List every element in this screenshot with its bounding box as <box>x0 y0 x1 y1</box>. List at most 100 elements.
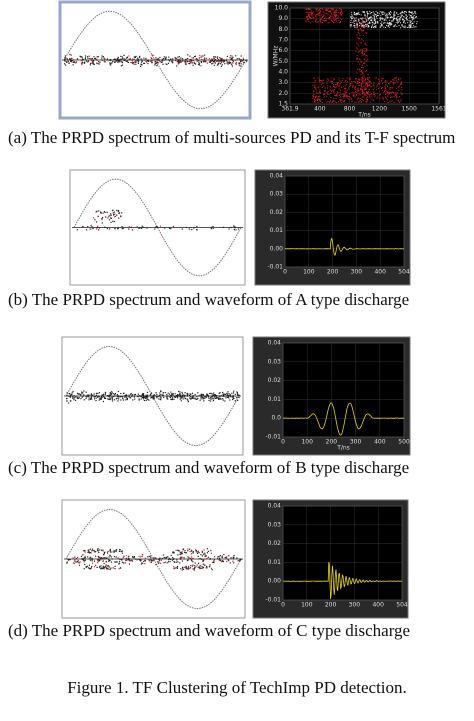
y-tick-label: 0.03 <box>270 191 284 198</box>
tf-point <box>389 92 391 94</box>
pd-pulse <box>144 397 146 399</box>
pd-pulse <box>167 62 169 64</box>
tf-point <box>393 102 395 103</box>
pd-pulse <box>173 568 175 570</box>
tf-point <box>311 13 312 15</box>
tf-point <box>357 98 359 100</box>
tf-point <box>386 91 388 93</box>
tf-point <box>353 94 355 96</box>
tf-point <box>307 11 309 13</box>
tf-point <box>340 11 342 13</box>
tf-point <box>363 62 365 64</box>
pd-pulse <box>179 391 181 393</box>
pd-pulse <box>151 59 153 62</box>
pd-pulse <box>198 395 200 397</box>
tf-point <box>409 23 411 25</box>
pd-pulse <box>193 61 195 63</box>
pd-pulse <box>88 549 90 551</box>
tf-point <box>406 11 407 13</box>
pd-pulse <box>177 394 179 396</box>
pd-pulse <box>85 395 87 397</box>
pd-pulse <box>131 395 133 398</box>
pd-pulse <box>206 548 208 550</box>
tf-point <box>384 18 386 20</box>
pd-pulse <box>213 56 215 58</box>
tf-point <box>401 12 403 14</box>
tf-point <box>390 97 392 98</box>
tf-point <box>368 81 370 83</box>
tf-point <box>359 35 361 37</box>
tf-point <box>366 17 368 19</box>
pd-pulse <box>219 560 221 562</box>
pd-pulse <box>98 559 100 561</box>
tf-point <box>362 50 364 52</box>
pd-pulse <box>91 559 93 561</box>
pd-pulse <box>111 396 113 398</box>
pd-pulse <box>107 551 109 553</box>
pd-pulse <box>193 569 195 571</box>
pd-pulse <box>201 59 203 61</box>
tf-point <box>325 20 327 21</box>
tf-point <box>404 11 405 12</box>
tf-point <box>366 33 368 34</box>
tf-point <box>410 26 411 28</box>
tf-point <box>409 24 411 26</box>
tf-point <box>352 100 354 102</box>
x-tick-label: 200 <box>326 439 338 446</box>
pd-pulse <box>120 216 122 218</box>
pd-pulse <box>90 224 92 227</box>
pd-pulse <box>219 392 221 394</box>
tf-point <box>360 28 361 30</box>
pd-pulse <box>89 58 91 60</box>
tf-point <box>379 94 381 96</box>
pd-pulse <box>110 556 112 558</box>
tf-point <box>392 79 394 80</box>
tf-point <box>366 70 367 71</box>
pd-pulse <box>148 60 150 62</box>
pd-pulse <box>187 57 189 60</box>
tf-point <box>352 94 354 96</box>
tf-point <box>340 96 342 98</box>
tf-point <box>321 80 322 82</box>
pd-pulse <box>116 60 118 62</box>
pd-pulse <box>177 397 179 399</box>
tf-point <box>363 11 365 13</box>
pd-pulse <box>103 553 105 555</box>
tf-point <box>317 99 318 101</box>
tf-point <box>323 83 325 85</box>
tf-point <box>341 13 342 15</box>
tf-point <box>362 26 364 28</box>
pd-pulse <box>210 552 212 554</box>
tf-point <box>381 88 382 89</box>
tf-point <box>411 23 412 25</box>
pd-pulse <box>76 392 79 394</box>
tf-point <box>314 79 316 81</box>
pd-pulse <box>157 61 159 64</box>
tf-point <box>399 17 401 19</box>
pd-pulse <box>103 554 105 556</box>
pd-pulse <box>74 61 76 63</box>
pd-pulse <box>109 64 111 66</box>
tf-point <box>307 18 309 20</box>
pd-pulse <box>177 58 179 60</box>
tf-point <box>389 82 391 84</box>
tf-point <box>353 20 355 22</box>
pd-pulse <box>238 62 240 64</box>
tf-point <box>327 90 329 92</box>
tf-point <box>357 81 359 83</box>
pd-pulse <box>130 392 132 395</box>
tf-point <box>313 90 315 92</box>
pd-pulse <box>170 391 172 393</box>
pd-pulse <box>177 56 179 58</box>
tf-point <box>327 22 329 24</box>
pd-pulse <box>185 63 187 65</box>
tf-point <box>342 12 344 14</box>
tf-point <box>379 81 380 82</box>
pd-pulse <box>91 548 94 550</box>
pd-pulse <box>90 62 92 64</box>
pd-pulse <box>88 551 90 553</box>
pd-pulse <box>211 58 213 60</box>
pd-pulse <box>181 396 183 398</box>
tf-point <box>372 99 374 101</box>
pd-pulse <box>190 395 192 398</box>
